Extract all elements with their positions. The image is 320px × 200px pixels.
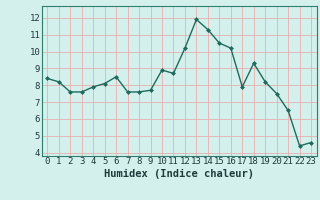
X-axis label: Humidex (Indice chaleur): Humidex (Indice chaleur) (104, 169, 254, 179)
